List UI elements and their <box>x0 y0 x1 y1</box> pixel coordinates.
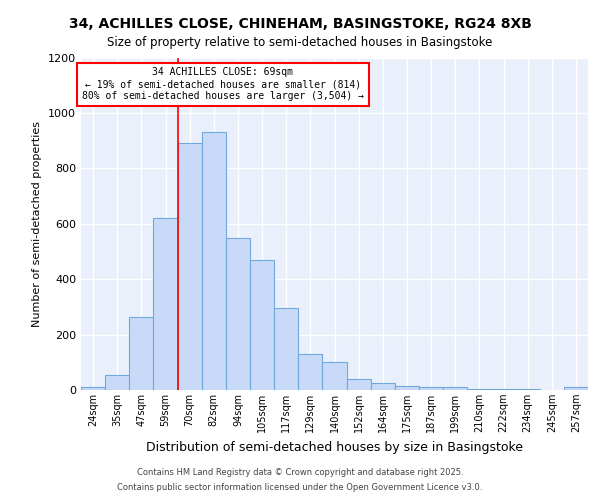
Bar <box>347 379 371 390</box>
Text: Contains HM Land Registry data © Crown copyright and database right 2025.: Contains HM Land Registry data © Crown c… <box>137 468 463 477</box>
Text: 34, ACHILLES CLOSE, CHINEHAM, BASINGSTOKE, RG24 8XB: 34, ACHILLES CLOSE, CHINEHAM, BASINGSTOK… <box>68 18 532 32</box>
Bar <box>202 132 226 390</box>
Bar <box>178 144 202 390</box>
Bar <box>154 218 178 390</box>
Bar <box>491 389 515 390</box>
Bar <box>443 387 467 390</box>
Bar <box>467 388 491 390</box>
Bar <box>419 387 443 390</box>
Bar <box>129 316 154 390</box>
Bar <box>564 387 588 390</box>
X-axis label: Distribution of semi-detached houses by size in Basingstoke: Distribution of semi-detached houses by … <box>146 440 523 454</box>
Bar <box>226 238 250 390</box>
Bar <box>322 362 347 390</box>
Bar <box>105 375 129 390</box>
Bar <box>298 354 322 390</box>
Text: Contains public sector information licensed under the Open Government Licence v3: Contains public sector information licen… <box>118 483 482 492</box>
Text: Size of property relative to semi-detached houses in Basingstoke: Size of property relative to semi-detach… <box>107 36 493 49</box>
Bar <box>250 260 274 390</box>
Bar <box>395 386 419 390</box>
Y-axis label: Number of semi-detached properties: Number of semi-detached properties <box>32 120 43 327</box>
Text: 34 ACHILLES CLOSE: 69sqm
← 19% of semi-detached houses are smaller (814)
80% of : 34 ACHILLES CLOSE: 69sqm ← 19% of semi-d… <box>82 68 364 100</box>
Bar <box>371 383 395 390</box>
Bar <box>81 387 105 390</box>
Bar <box>274 308 298 390</box>
